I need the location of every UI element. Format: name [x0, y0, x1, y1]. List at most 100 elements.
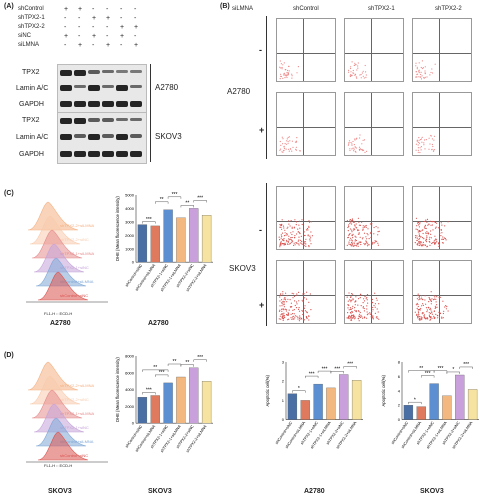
hist-legend-1: shTPX2-2+siNC	[60, 397, 89, 402]
pm-sign-r3-c5: -	[134, 33, 137, 40]
flow-gate-h	[277, 221, 335, 223]
flow-dots	[279, 136, 301, 153]
blot-band-0-0-2	[88, 70, 100, 74]
flow-dots	[278, 291, 312, 322]
hist-curve-1	[29, 215, 81, 245]
sig-label-3: *	[452, 367, 454, 373]
hist-legend-2: shTPX2-1+siLMNA	[60, 411, 94, 416]
sig-label-0: *	[298, 386, 300, 392]
bar-4	[455, 374, 465, 420]
flow-dots	[278, 219, 313, 248]
cell-line-skov3: SKOV3	[155, 132, 182, 141]
hist-curve-3	[33, 243, 85, 273]
bar-0	[403, 405, 414, 420]
hist-curve-3	[33, 403, 85, 433]
flow-dots	[414, 291, 449, 321]
bar-1	[416, 406, 426, 420]
blot-band-0-0-4	[116, 70, 128, 73]
flow-gate-v	[439, 261, 441, 323]
pm-sign-r2-c2: -	[92, 24, 95, 31]
flow-plot-r0-c0	[276, 18, 336, 82]
bar-1	[150, 395, 160, 424]
flow-gate-h	[413, 53, 471, 55]
blot-band-1-0-5	[130, 118, 142, 121]
blot-band-0-1-2	[88, 85, 100, 91]
pm-sign-r2-c3: -	[106, 24, 109, 31]
flow-dots	[415, 60, 436, 80]
sig-bracket-2	[167, 196, 182, 199]
sig-bracket-1	[155, 374, 169, 377]
row-label-skov3: SKOV3	[229, 264, 256, 273]
sig-label-4: ***	[197, 196, 203, 202]
blot-band-1-2-0	[60, 151, 72, 157]
sig-bracket-5	[408, 370, 435, 373]
pm-sign-r2-c4: +	[120, 24, 125, 31]
sig-bracket-4	[193, 359, 207, 362]
bracket-a2780	[150, 64, 151, 112]
cond-label-3: siNC	[18, 33, 31, 39]
flow-plot-r1-c2	[412, 92, 472, 156]
y-axis-label: Apoptotic cell(%)	[265, 374, 270, 406]
row-label-a2780: A2780	[227, 87, 251, 96]
sign-plus-a2780: +	[259, 125, 265, 135]
blot-band-0-0-1	[74, 70, 86, 76]
sig-bracket-4	[343, 366, 357, 369]
pm-sign-r1-c0: -	[64, 15, 67, 22]
flow-gate-v	[371, 93, 373, 155]
pm-sign-r0-c2: -	[92, 6, 95, 13]
blot-band-1-0-4	[116, 118, 128, 121]
hist-legend-0: shTPX2-2+siLMNA	[60, 383, 94, 388]
hist-curve-0	[27, 361, 79, 391]
sig-bracket-1	[155, 201, 169, 204]
blot-band-1-1-3	[102, 134, 114, 138]
flow-dots	[279, 60, 299, 80]
blot-band-0-2-4	[116, 101, 128, 107]
sig-label-0: ***	[146, 217, 152, 223]
cond-label-2: shTPX2-2	[18, 24, 45, 30]
sig-bracket-0	[292, 390, 306, 393]
pm-sign-r2-c1: -	[78, 24, 81, 31]
sign-minus-skov3: -	[259, 225, 262, 235]
flow-dots	[348, 61, 367, 79]
y-tick-label: 8	[398, 360, 401, 365]
y-axis-label: Apoptotic cell(%)	[381, 374, 386, 406]
blot-band-0-0-5	[130, 70, 142, 73]
pm-sign-r1-c2: +	[92, 15, 97, 22]
panel-a-letter: (A)	[4, 3, 14, 10]
flow-plot-r0-c1	[344, 18, 404, 82]
bar-3	[176, 217, 186, 263]
flow-gate-h	[345, 295, 403, 297]
sign-minus-a2780: -	[259, 45, 262, 55]
pm-sign-r0-c5: -	[134, 6, 137, 13]
flow-dots	[346, 217, 380, 247]
pm-sign-r4-c2: -	[92, 42, 95, 49]
flow-gate-v	[371, 261, 373, 323]
pm-sign-r4-c0: -	[64, 42, 67, 49]
blot-band-0-2-1	[74, 101, 86, 107]
flow-plot-r0-c2	[412, 18, 472, 82]
hist-curve-5	[37, 271, 89, 301]
blot-band-1-0-3	[102, 118, 114, 122]
y-tick-label: 0	[132, 260, 135, 265]
hist-legend-0: shTPX2-2+siLMNA	[60, 223, 94, 228]
flow-plot-r2-c2	[412, 186, 472, 250]
hist-curve-2	[31, 229, 83, 259]
sig-bracket-3	[330, 371, 344, 374]
flow-dots	[414, 217, 449, 248]
blot-band-1-0-2	[88, 118, 100, 122]
y-axis-label: DHE (Mean fluorescence intensity)	[115, 357, 120, 422]
divider-b-a2780	[266, 16, 267, 159]
sign-plus-skov3: +	[259, 300, 265, 310]
bar-4	[189, 367, 199, 424]
bar-5	[201, 381, 212, 424]
hist-xaxis-d: FL1-H :: ECD-H	[44, 463, 73, 468]
blot-label-gapdh-a2780: GAPDH	[19, 101, 44, 108]
blot-band-1-2-5	[130, 151, 142, 157]
pm-sign-r4-c1: +	[78, 42, 83, 49]
blot-band-1-1-4	[116, 134, 128, 140]
sig-label-4: ***	[197, 355, 203, 361]
flow-plot-r2-c0	[276, 186, 336, 250]
sig-bracket-4	[193, 200, 207, 203]
bar-0	[137, 224, 148, 263]
